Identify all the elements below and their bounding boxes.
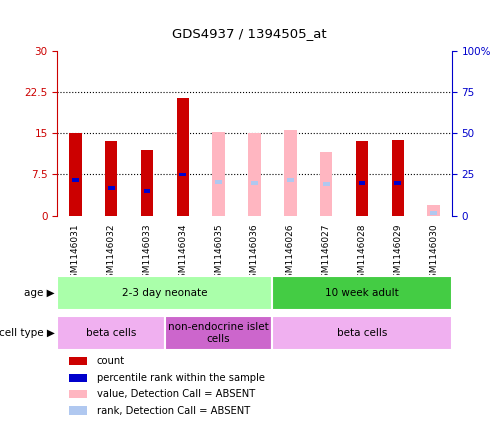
Bar xyxy=(179,173,186,176)
Bar xyxy=(57,316,165,350)
Bar xyxy=(272,316,452,350)
Text: age ▶: age ▶ xyxy=(24,288,55,298)
Bar xyxy=(69,390,87,398)
Bar xyxy=(320,153,332,216)
Bar xyxy=(72,178,79,182)
Bar xyxy=(177,98,189,216)
Bar xyxy=(272,276,452,310)
Bar xyxy=(287,178,294,182)
Bar xyxy=(69,407,87,415)
Bar xyxy=(359,181,365,185)
Bar xyxy=(251,181,258,185)
Bar xyxy=(141,150,153,216)
Bar xyxy=(428,205,440,216)
Bar xyxy=(215,180,222,184)
Bar xyxy=(394,181,401,185)
Bar xyxy=(165,316,272,350)
Text: count: count xyxy=(97,357,125,366)
Bar xyxy=(108,186,115,190)
Bar xyxy=(213,132,225,216)
Bar xyxy=(144,189,150,193)
Bar xyxy=(69,374,87,382)
Bar xyxy=(248,133,261,216)
Text: 2-3 day neonate: 2-3 day neonate xyxy=(122,288,208,298)
Text: value, Detection Call = ABSENT: value, Detection Call = ABSENT xyxy=(97,389,255,399)
Text: percentile rank within the sample: percentile rank within the sample xyxy=(97,373,265,383)
Bar xyxy=(69,357,87,365)
Text: beta cells: beta cells xyxy=(337,328,387,338)
Bar xyxy=(57,276,272,310)
Text: non-endocrine islet
cells: non-endocrine islet cells xyxy=(168,322,269,344)
Text: 10 week adult: 10 week adult xyxy=(325,288,399,298)
Bar xyxy=(392,140,404,216)
Bar xyxy=(69,133,81,216)
Bar xyxy=(284,131,296,216)
Bar xyxy=(430,211,437,215)
Text: cell type ▶: cell type ▶ xyxy=(0,328,55,338)
Bar xyxy=(105,142,117,216)
Text: beta cells: beta cells xyxy=(86,328,136,338)
Text: GDS4937 / 1394505_at: GDS4937 / 1394505_at xyxy=(172,27,327,40)
Bar xyxy=(323,182,330,186)
Bar xyxy=(356,142,368,216)
Text: rank, Detection Call = ABSENT: rank, Detection Call = ABSENT xyxy=(97,406,250,415)
